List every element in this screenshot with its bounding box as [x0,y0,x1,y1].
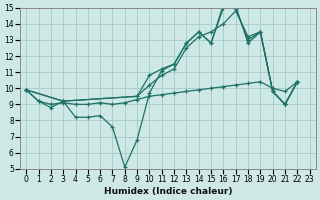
X-axis label: Humidex (Indice chaleur): Humidex (Indice chaleur) [104,187,232,196]
